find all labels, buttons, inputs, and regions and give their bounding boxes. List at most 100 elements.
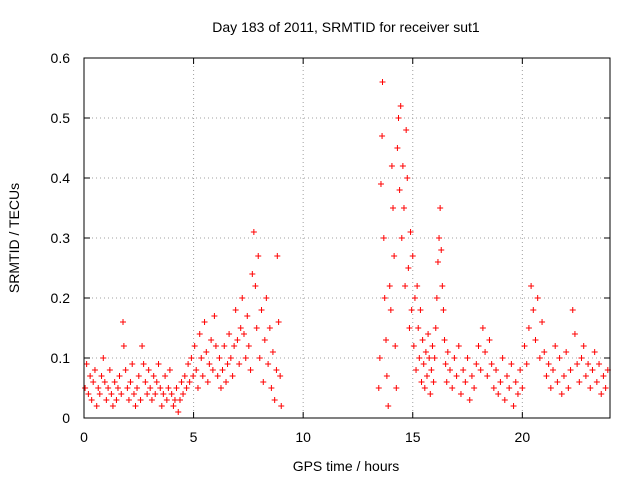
data-point (582, 373, 589, 379)
data-point (168, 391, 175, 397)
data-point (170, 403, 177, 409)
data-point (428, 367, 435, 373)
data-point (558, 391, 565, 397)
data-point (98, 373, 105, 379)
data-point (585, 361, 592, 367)
data-point (85, 391, 92, 397)
data-point (101, 379, 108, 385)
data-point (442, 361, 449, 367)
data-point (567, 367, 574, 373)
y-tick-label: 0.4 (51, 170, 71, 186)
data-point (409, 253, 416, 259)
data-point (495, 391, 502, 397)
data-point (231, 343, 238, 349)
data-point (258, 307, 265, 313)
data-point (398, 235, 405, 241)
data-point (514, 391, 521, 397)
data-point (390, 205, 397, 211)
y-tick-label: 0 (62, 410, 70, 426)
data-point (176, 397, 183, 403)
data-point (88, 397, 95, 403)
x-tick-label: 20 (515, 429, 531, 445)
data-point (376, 355, 383, 361)
data-point (471, 385, 478, 391)
data-point (106, 367, 113, 373)
data-point (216, 355, 223, 361)
data-point (162, 373, 169, 379)
data-point (144, 391, 151, 397)
data-point (387, 307, 394, 313)
data-point (181, 373, 188, 379)
data-point (260, 379, 267, 385)
data-point (277, 373, 284, 379)
data-point (236, 361, 243, 367)
data-point (212, 343, 219, 349)
data-point (269, 349, 276, 355)
data-point (204, 379, 211, 385)
data-point (118, 391, 125, 397)
data-point (185, 361, 192, 367)
data-point (90, 379, 97, 385)
data-point (462, 379, 469, 385)
data-point (447, 367, 454, 373)
data-point (400, 205, 407, 211)
data-point (214, 373, 221, 379)
data-point (475, 343, 482, 349)
data-point (137, 397, 144, 403)
data-point (438, 247, 445, 253)
data-point (530, 307, 537, 313)
data-point (173, 385, 180, 391)
data-point (408, 307, 415, 313)
data-point (379, 79, 386, 85)
data-point (482, 349, 489, 355)
x-axis-label: GPS time / hours (293, 458, 400, 474)
x-tick-label: 10 (295, 429, 311, 445)
data-point (229, 373, 236, 379)
data-point (539, 319, 546, 325)
data-point (479, 325, 486, 331)
data-point (508, 361, 515, 367)
data-point (565, 385, 572, 391)
data-point (439, 283, 446, 289)
data-point (120, 319, 127, 325)
data-point (591, 349, 598, 355)
data-point (93, 403, 100, 409)
data-point (193, 367, 200, 373)
data-point (410, 343, 417, 349)
data-point (510, 403, 517, 409)
data-point (473, 361, 480, 367)
data-point (521, 343, 528, 349)
data-point (178, 379, 185, 385)
data-point (273, 367, 280, 373)
data-point (528, 283, 535, 289)
data-point (444, 349, 451, 355)
data-point (589, 367, 596, 373)
data-point (455, 343, 462, 349)
data-point (135, 373, 142, 379)
data-point (415, 325, 422, 331)
data-point (426, 355, 433, 361)
data-point (105, 385, 112, 391)
data-point (422, 349, 429, 355)
data-point (417, 307, 424, 313)
data-point (576, 379, 583, 385)
data-point (263, 295, 270, 301)
data-point (224, 361, 231, 367)
data-point (563, 349, 570, 355)
data-point (377, 181, 384, 187)
data-point (120, 343, 127, 349)
data-point (440, 307, 447, 313)
x-tick-label: 15 (405, 429, 421, 445)
y-tick-label: 0.1 (51, 350, 71, 366)
data-point (203, 349, 210, 355)
data-point (385, 403, 392, 409)
data-point (108, 391, 115, 397)
data-point (255, 253, 262, 259)
data-point (140, 361, 147, 367)
data-point (432, 325, 439, 331)
data-point (261, 337, 268, 343)
data-point (419, 337, 426, 343)
data-point (245, 343, 252, 349)
data-point (242, 355, 249, 361)
data-point (227, 355, 234, 361)
